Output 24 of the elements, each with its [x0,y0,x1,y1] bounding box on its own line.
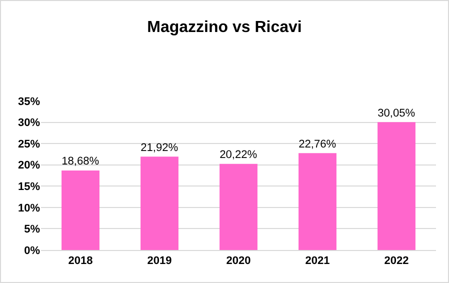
x-tick-label: 2021 [305,255,330,268]
bar [378,122,416,250]
data-label: 21,92% [140,142,178,154]
data-label: 22,76% [298,138,336,150]
y-tick-label: 30% [18,117,40,130]
bar [140,156,178,250]
data-label: 18,68% [62,156,100,168]
y-tick-label: 15% [18,180,40,193]
bar [62,170,100,250]
x-tick-label: 2022 [384,255,409,268]
y-tick-label: 20% [18,160,40,172]
y-tick-label: 10% [18,202,40,214]
bar [298,153,336,250]
bar [220,164,258,250]
data-label: 20,22% [220,149,258,162]
y-tick-label: 0% [24,244,40,257]
y-tick-label: 5% [24,224,40,236]
x-tick-label: 2018 [68,255,93,268]
y-tick-label: 25% [18,138,40,150]
data-label: 30,05% [378,107,416,120]
y-tick-label: 35% [18,96,40,108]
x-tick-label: 2019 [147,255,172,268]
x-tick-label: 2020 [226,255,251,268]
chart-title: Magazzino vs Ricavi [147,18,302,36]
